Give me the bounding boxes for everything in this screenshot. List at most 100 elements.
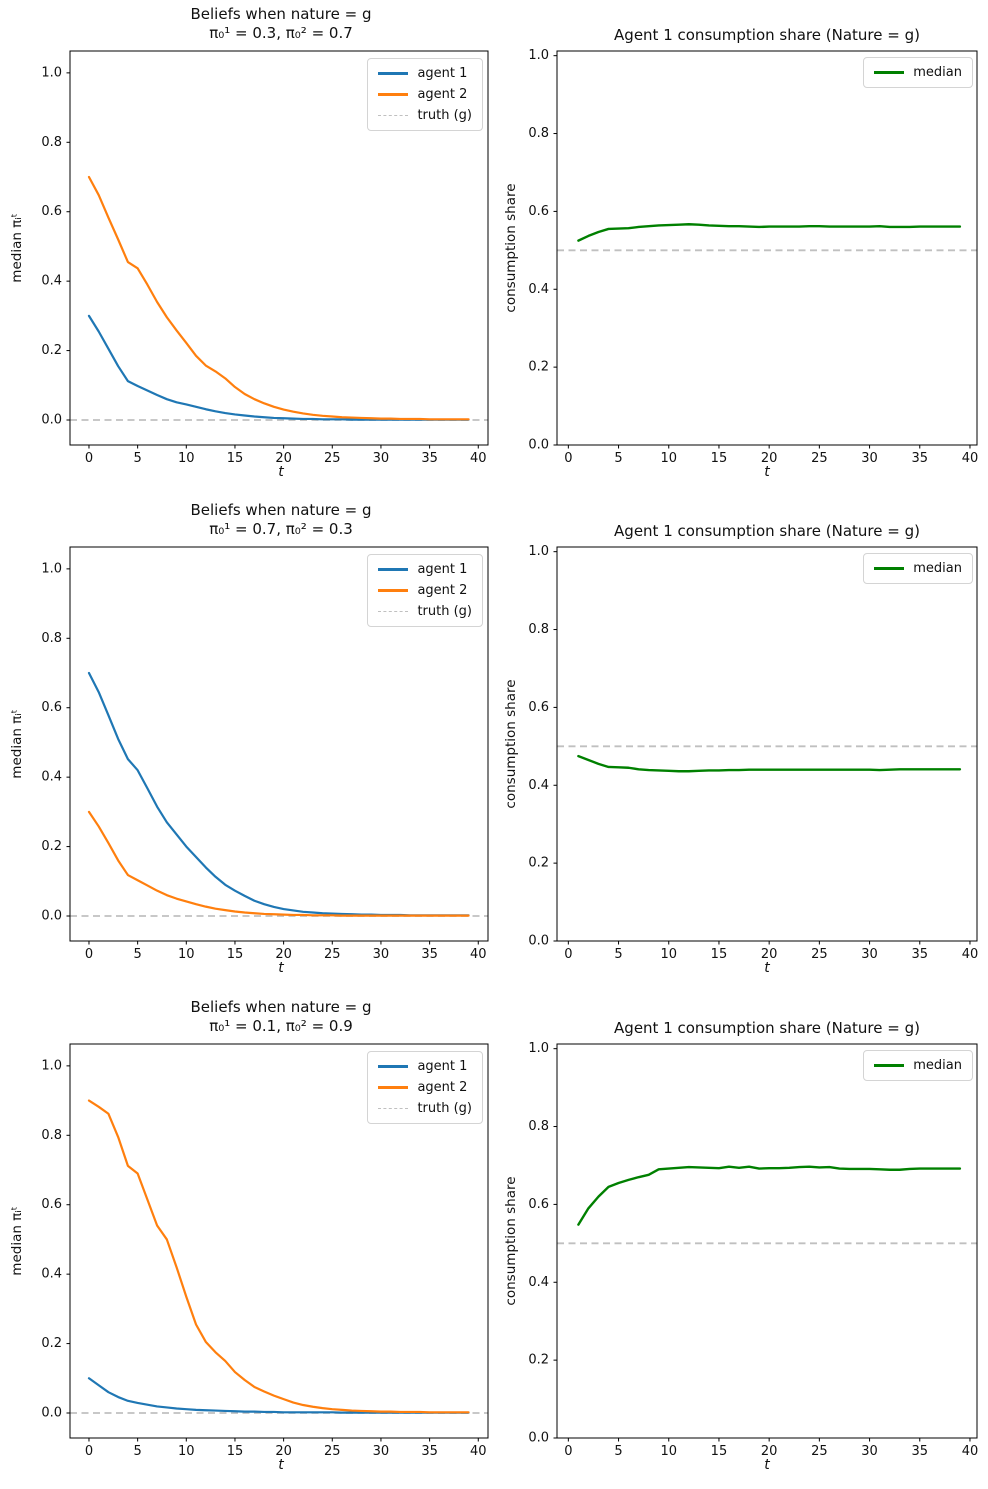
x-tick-label: 5 — [614, 451, 622, 466]
y-axis-label: median πᵢᵗ — [9, 709, 25, 779]
y-tick-label: 0.2 — [528, 360, 549, 375]
legend-label: agent 1 — [417, 562, 468, 577]
legend-item-truth: truth (g) — [378, 105, 472, 126]
plot-title: Beliefs when nature = g π₀¹ = 0.1, π₀² =… — [72, 998, 490, 1036]
series-agent-2 — [87, 810, 470, 917]
legend-item-truth: truth (g) — [378, 601, 472, 622]
line-swatch — [874, 71, 905, 74]
y-tick-label: 0.8 — [41, 1128, 62, 1143]
y-tick-label: 1.0 — [41, 65, 62, 80]
y-tick-label: 0.2 — [528, 1353, 549, 1368]
consumption-plot-canvas: 0 5 10 15 20 25 30 35 40 0.0 0.2 0.4 0.6 0.8 1.0 — [528, 1041, 978, 1459]
x-tick-label: 10 — [178, 947, 195, 962]
legend-item-agent-1: agent 1 — [378, 63, 472, 84]
y-tick-label: 0.4 — [528, 778, 549, 793]
y-tick-label: 0.8 — [41, 135, 62, 150]
y-tick-label: 0.0 — [528, 1431, 549, 1446]
x-tick-label: 15 — [711, 451, 728, 466]
y-tick-label: 1.0 — [41, 1058, 62, 1073]
x-tick-label: 0 — [85, 1444, 93, 1459]
x-axis-label: t — [764, 464, 770, 480]
line-swatch — [378, 1065, 409, 1068]
x-tick-label: 5 — [614, 1444, 622, 1459]
y-tick-label: 0.2 — [528, 856, 549, 871]
legend-label: agent 1 — [417, 1059, 468, 1074]
plot-subtitle: π₀¹ = 0.1, π₀² = 0.9 — [209, 1017, 353, 1035]
plot-subtitle: π₀¹ = 0.3, π₀² = 0.7 — [209, 24, 353, 42]
y-tick-label: 0.2 — [41, 839, 62, 854]
x-tick-label: 40 — [962, 451, 979, 466]
y-tick-label: 0.6 — [528, 204, 549, 219]
y-tick-label: 0.8 — [41, 631, 62, 646]
x-tick-label: 5 — [133, 947, 141, 962]
x-tick-label: 35 — [911, 947, 928, 962]
x-axis-label: t — [764, 1457, 770, 1473]
series-agent-1 — [87, 314, 470, 421]
legend: median — [863, 1050, 973, 1081]
plot-title-line1: Agent 1 consumption share (Nature = g) — [614, 26, 920, 44]
subplot-beliefs-row1: Beliefs when nature = g π₀¹ = 0.3, π₀² =… — [0, 0, 494, 496]
series-agent-2 — [87, 175, 470, 421]
legend-label: truth (g) — [417, 604, 472, 619]
x-axis-label: t — [278, 464, 284, 480]
x-tick-label: 20 — [275, 947, 292, 962]
plot-title: Agent 1 consumption share (Nature = g) — [557, 1019, 977, 1038]
y-axis-label: consumption share — [503, 183, 519, 313]
legend: agent 1 agent 2 truth (g) — [367, 554, 483, 627]
y-tick-label: 0.0 — [41, 413, 62, 428]
legend: median — [863, 553, 973, 584]
axes-frame — [556, 50, 978, 446]
legend-label: agent 2 — [417, 583, 468, 598]
y-tick-label: 0.0 — [528, 934, 549, 949]
line-swatch — [874, 567, 905, 570]
y-tick-label: 0.8 — [528, 622, 549, 637]
x-tick-label: 40 — [470, 451, 487, 466]
x-tick-label: 25 — [324, 451, 341, 466]
x-tick-label: 30 — [861, 947, 878, 962]
line-swatch — [378, 93, 409, 96]
x-tick-label: 25 — [324, 947, 341, 962]
plot-subtitle: π₀¹ = 0.7, π₀² = 0.3 — [209, 520, 353, 538]
legend-label: median — [913, 65, 962, 80]
legend-item-agent-2: agent 2 — [378, 84, 472, 105]
x-tick-label: 20 — [275, 1444, 292, 1459]
legend-label: truth (g) — [417, 1101, 472, 1116]
x-tick-label: 0 — [85, 451, 93, 466]
y-tick-label: 1.0 — [528, 544, 549, 559]
subplot-beliefs-row2: Beliefs when nature = g π₀¹ = 0.7, π₀² =… — [0, 496, 494, 992]
subplot-consumption-row1: Agent 1 consumption share (Nature = g) c… — [494, 0, 988, 496]
series-median — [577, 223, 962, 242]
x-tick-label: 15 — [227, 1444, 244, 1459]
y-tick-label: 0.8 — [528, 1119, 549, 1134]
y-tick-label: 0.4 — [41, 274, 62, 289]
subplot-consumption-row3: Agent 1 consumption share (Nature = g) c… — [494, 993, 988, 1489]
x-tick-label: 40 — [470, 947, 487, 962]
legend: agent 1 agent 2 truth (g) — [367, 58, 483, 131]
consumption-plot-canvas: 0 5 10 15 20 25 30 35 40 0.0 0.2 0.4 0.6 0.8 1.0 — [528, 544, 978, 962]
x-tick-label: 0 — [564, 947, 572, 962]
plot-title: Beliefs when nature = g π₀¹ = 0.3, π₀² =… — [72, 5, 490, 43]
y-tick-label: 1.0 — [528, 1041, 549, 1056]
plot-title: Agent 1 consumption share (Nature = g) — [557, 26, 977, 45]
plot-title-line1: Beliefs when nature = g — [190, 501, 372, 519]
x-tick-label: 35 — [421, 451, 438, 466]
y-tick-label: 0.6 — [41, 700, 62, 715]
legend-item-agent-1: agent 1 — [378, 559, 472, 580]
plot-title-line1: Agent 1 consumption share (Nature = g) — [614, 522, 920, 540]
x-axis-label: t — [278, 1457, 284, 1473]
x-tick-label: 20 — [275, 451, 292, 466]
y-tick-label: 0.0 — [41, 909, 62, 924]
x-tick-label: 0 — [564, 451, 572, 466]
x-tick-label: 10 — [178, 451, 195, 466]
y-tick-label: 0.2 — [41, 1336, 62, 1351]
legend-item-agent-2: agent 2 — [378, 580, 472, 601]
legend-label: agent 1 — [417, 66, 468, 81]
beliefs-plot-canvas: 0 5 10 15 20 25 30 35 40 0.0 0.2 0.4 0.6 0.8 1.0 — [41, 1043, 489, 1459]
x-tick-label: 25 — [811, 451, 828, 466]
x-tick-label: 15 — [227, 947, 244, 962]
x-tick-label: 30 — [861, 451, 878, 466]
plot-title-line1: Beliefs when nature = g — [190, 998, 372, 1016]
y-axis-label: consumption share — [503, 679, 519, 809]
x-tick-label: 25 — [324, 1444, 341, 1459]
